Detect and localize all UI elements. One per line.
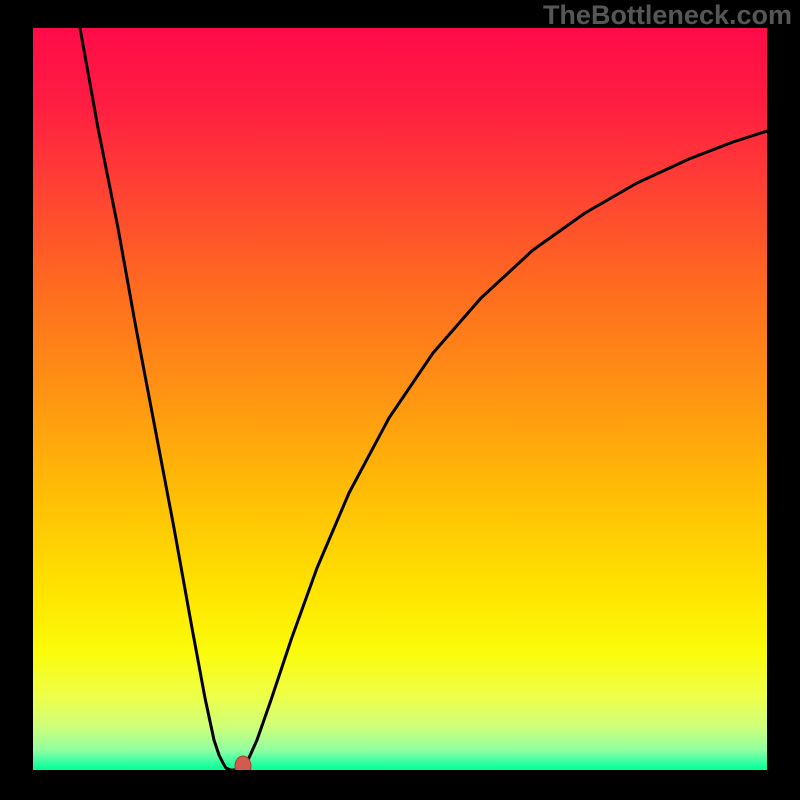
watermark-label: TheBottleneck.com xyxy=(543,0,792,31)
chart-root: TheBottleneck.com xyxy=(0,0,800,800)
bottleneck-curve xyxy=(80,28,767,770)
plot-area xyxy=(33,28,767,770)
plot-svg xyxy=(33,28,767,770)
minimum-marker xyxy=(235,756,251,770)
